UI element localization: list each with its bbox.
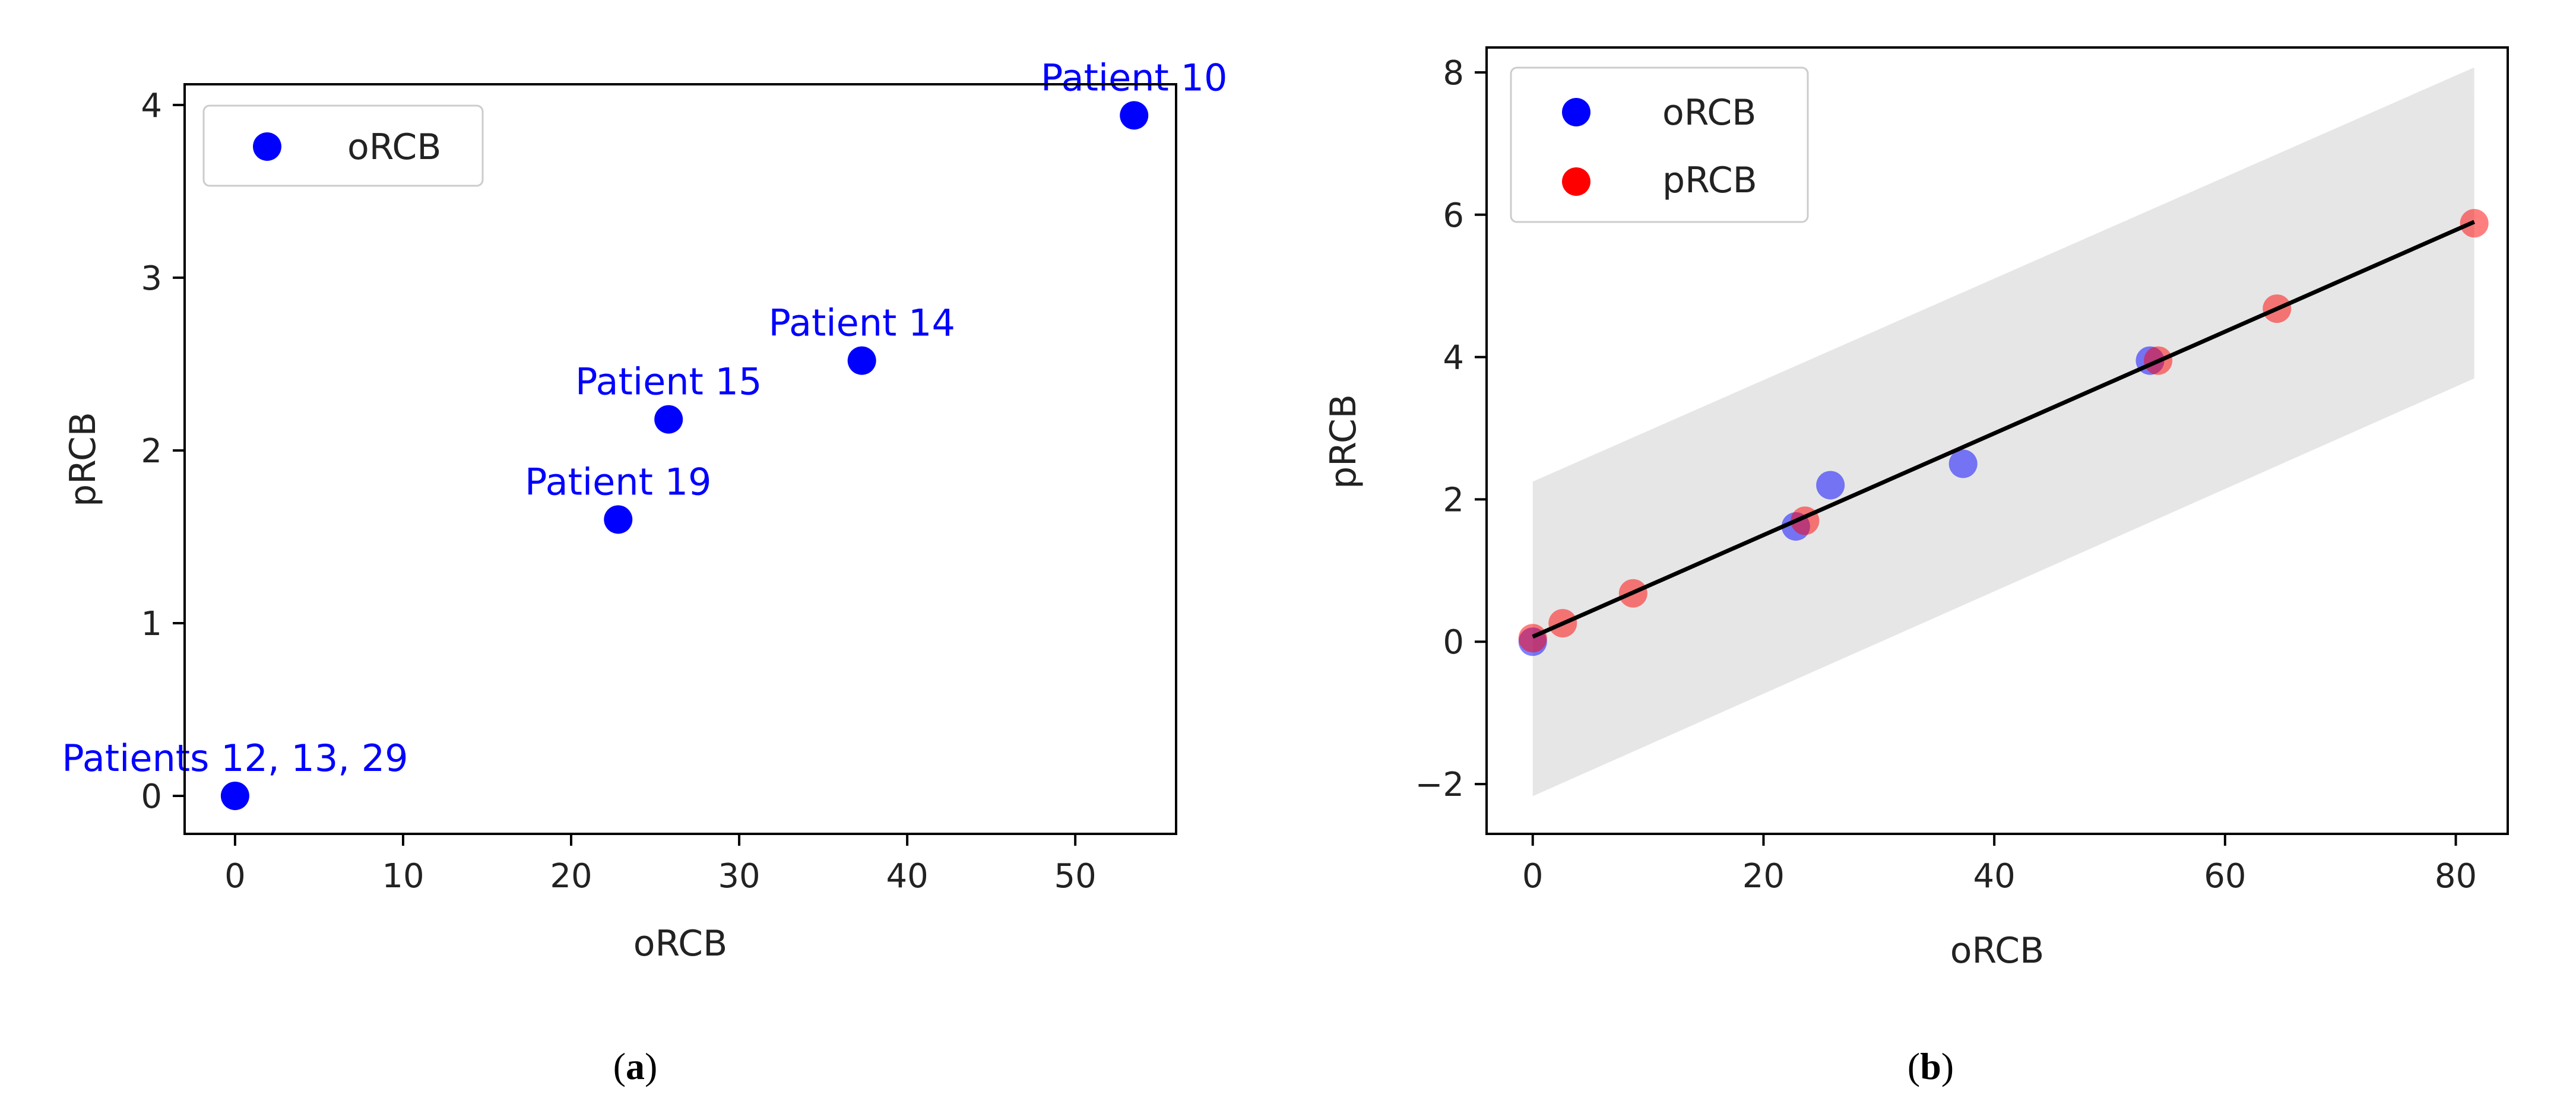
panel-b-x-tick-label: 40 xyxy=(1973,857,2016,896)
panel-b-y-tick-label: 0 xyxy=(1443,623,1464,662)
panel-a-legend: oRCB xyxy=(202,104,484,187)
panel-b-x-tick-label: 0 xyxy=(1522,857,1544,896)
caption-b: (b) xyxy=(1908,1045,1954,1087)
panel-b-point-orcb xyxy=(1816,471,1845,500)
panel-a-point xyxy=(220,781,249,810)
caption-b-open: ( xyxy=(1908,1045,1920,1087)
panel-a-point-label: Patients 12, 13, 29 xyxy=(62,737,408,780)
panel-b-point-prcb xyxy=(1518,624,1547,653)
panel-a-x-tick-label: 10 xyxy=(382,857,424,896)
panel-a-legend-label-orcb: oRCB xyxy=(347,126,441,168)
panel-b-x-axis-title: oRCB xyxy=(1950,930,2044,972)
panel-a-ticks: 0 10 20 30 40 50 0 1 2 3 4 xyxy=(141,87,1096,896)
panel-b-y-axis-title: pRCB xyxy=(1323,394,1364,489)
panel-a-legend-box xyxy=(202,104,484,187)
panel-b-x-tick-label: 80 xyxy=(2435,857,2477,896)
panel-b-marks xyxy=(1518,67,2489,796)
panel-a-x-tick-label: 20 xyxy=(550,857,592,896)
panel-b-x-tick-label: 20 xyxy=(1742,857,1785,896)
panel-b-y-tick-label: 4 xyxy=(1443,339,1464,377)
panel-b: 0 20 40 60 80 −2 0 2 4 6 8 oRCB pRCB oRCB pRCB xyxy=(1323,46,2509,972)
panel-b-legend-label-orcb: oRCB xyxy=(1662,92,1756,134)
panel-a-point-label: Patient 15 xyxy=(575,360,762,404)
panel-a-y-axis-title: pRCB xyxy=(62,412,104,507)
panel-a-y-tick-label: 1 xyxy=(141,605,162,643)
panel-a-x-tick-label: 30 xyxy=(718,857,760,896)
caption-a-open: ( xyxy=(613,1045,626,1087)
panel-b-y-tick-label: 6 xyxy=(1443,196,1464,235)
panel-a-y-tick-label: 4 xyxy=(141,87,162,125)
panel-b-ticks: 0 20 40 60 80 −2 0 2 4 6 8 xyxy=(1415,54,2477,896)
panel-b-point-orcb xyxy=(1948,449,1978,478)
panel-b-confidence-band xyxy=(1532,67,2474,796)
panel-a-plot-frame xyxy=(183,83,1177,835)
caption-a-close: ) xyxy=(645,1045,657,1087)
panel-a-point-label: Patient 10 xyxy=(1041,56,1227,99)
panel-b-legend-marker-prcb xyxy=(1562,167,1590,196)
panel-a-point-label: Patient 19 xyxy=(525,460,711,503)
panel-a-y-tick-label: 0 xyxy=(141,777,162,816)
panel-a-point xyxy=(604,505,633,534)
panel-b-legend: oRCB pRCB xyxy=(1510,66,1809,223)
panel-b-y-tick-label: 8 xyxy=(1443,54,1464,93)
caption-b-close: ) xyxy=(1941,1045,1954,1087)
panel-a-y-tick-label: 3 xyxy=(141,259,162,298)
panel-a-x-tick-label: 50 xyxy=(1054,857,1097,896)
panel-b-legend-label-prcb: pRCB xyxy=(1662,160,1757,201)
panel-b-legend-marker-orcb xyxy=(1562,98,1590,126)
panel-a-x-axis-title: oRCB xyxy=(633,923,727,964)
panel-b-y-tick-label: −2 xyxy=(1415,766,1464,804)
caption-b-letter: b xyxy=(1920,1045,1941,1087)
panel-a-point xyxy=(1120,101,1149,130)
panel-a-point-label: Patient 14 xyxy=(768,301,955,345)
panel-a-legend-marker-orcb xyxy=(253,132,281,161)
panel-b-plot-frame xyxy=(1485,46,2509,835)
caption-a-letter: a xyxy=(626,1045,645,1087)
panel-a-x-tick-label: 0 xyxy=(224,857,246,896)
panel-b-fit-line xyxy=(1532,220,2476,639)
panel-b-legend-box xyxy=(1510,66,1809,223)
panel-b-y-tick-label: 2 xyxy=(1443,481,1464,519)
panel-a-point xyxy=(654,405,683,434)
panel-a-y-tick-label: 2 xyxy=(141,432,162,471)
panel-a-point xyxy=(847,346,876,375)
caption-a: (a) xyxy=(613,1045,658,1087)
panel-b-x-tick-label: 60 xyxy=(2204,857,2246,896)
panel-a-x-tick-label: 40 xyxy=(886,857,928,896)
